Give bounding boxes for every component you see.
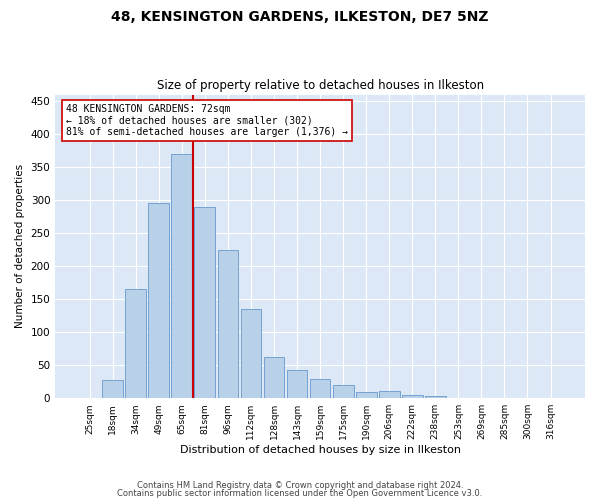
Bar	[102, 380, 123, 398]
Bar	[333, 385, 353, 398]
Title: Size of property relative to detached houses in Ilkeston: Size of property relative to detached ho…	[157, 79, 484, 92]
Y-axis label: Number of detached properties: Number of detached properties	[15, 164, 25, 328]
Text: 48, KENSINGTON GARDENS, ILKESTON, DE7 5NZ: 48, KENSINGTON GARDENS, ILKESTON, DE7 5N…	[111, 10, 489, 24]
Bar	[402, 395, 422, 398]
Bar	[194, 207, 215, 398]
Bar	[379, 391, 400, 398]
Text: Contains public sector information licensed under the Open Government Licence v3: Contains public sector information licen…	[118, 488, 482, 498]
Bar	[241, 309, 262, 398]
Bar	[356, 392, 377, 398]
X-axis label: Distribution of detached houses by size in Ilkeston: Distribution of detached houses by size …	[179, 445, 461, 455]
Bar	[310, 379, 331, 398]
Text: 48 KENSINGTON GARDENS: 72sqm
← 18% of detached houses are smaller (302)
81% of s: 48 KENSINGTON GARDENS: 72sqm ← 18% of de…	[66, 104, 348, 137]
Text: Contains HM Land Registry data © Crown copyright and database right 2024.: Contains HM Land Registry data © Crown c…	[137, 481, 463, 490]
Bar	[148, 204, 169, 398]
Bar	[263, 358, 284, 398]
Bar	[287, 370, 307, 398]
Bar	[125, 290, 146, 398]
Bar	[172, 154, 192, 398]
Bar	[425, 396, 446, 398]
Bar	[218, 250, 238, 398]
